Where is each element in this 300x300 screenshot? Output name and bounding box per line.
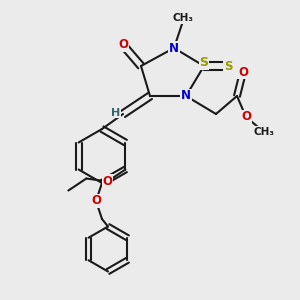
Text: CH₃: CH₃ xyxy=(172,13,194,23)
Text: N: N xyxy=(169,41,179,55)
Text: O: O xyxy=(238,65,248,79)
Text: O: O xyxy=(241,110,251,124)
Text: O: O xyxy=(118,38,128,52)
Text: O: O xyxy=(102,175,112,188)
Text: O: O xyxy=(91,194,101,208)
Text: H: H xyxy=(111,107,120,118)
Text: S: S xyxy=(200,56,208,70)
Text: CH₃: CH₃ xyxy=(254,127,274,137)
Text: S: S xyxy=(224,59,232,73)
Text: N: N xyxy=(181,89,191,103)
